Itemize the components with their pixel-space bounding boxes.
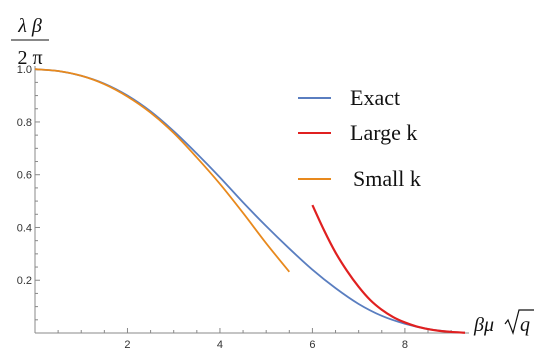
legend: Exact Large k Small k	[298, 85, 421, 191]
y-axis-label: λ β 2 π	[11, 15, 49, 69]
legend-label-large-k: Large k	[350, 120, 417, 145]
series-line-small-k	[34, 68, 290, 273]
series-line-large-k	[311, 204, 466, 334]
sqrt-radical-sign	[504, 309, 534, 335]
y-tick-label: 0.8	[17, 117, 32, 129]
series-layer	[34, 68, 466, 334]
x-axis-label-radicand: q	[520, 314, 530, 336]
x-tick-label: 8	[402, 339, 408, 351]
x-axis-label-prefix: βμ	[473, 314, 494, 336]
x-axis-label: βμ q	[473, 309, 534, 336]
axes	[34, 66, 469, 334]
legend-label-exact: Exact	[350, 85, 400, 110]
y-tick-label: 1.0	[17, 64, 32, 76]
y-tick-label: 0.6	[17, 170, 32, 182]
ticks: 2 4 6 8 0.2 0.4 0.6 0.8 1.0	[17, 64, 452, 351]
y-axis-label-numerator: λ β	[17, 15, 42, 37]
series-line-exact	[34, 68, 466, 334]
y-tick-label: 0.4	[17, 222, 32, 234]
y-axis-label-denominator: 2 π	[17, 47, 42, 69]
x-tick-label: 2	[124, 339, 130, 351]
legend-label-small-k: Small k	[353, 166, 421, 191]
y-tick-label: 0.2	[17, 275, 32, 287]
x-tick-label: 4	[217, 339, 223, 351]
x-tick-label: 6	[309, 339, 315, 351]
